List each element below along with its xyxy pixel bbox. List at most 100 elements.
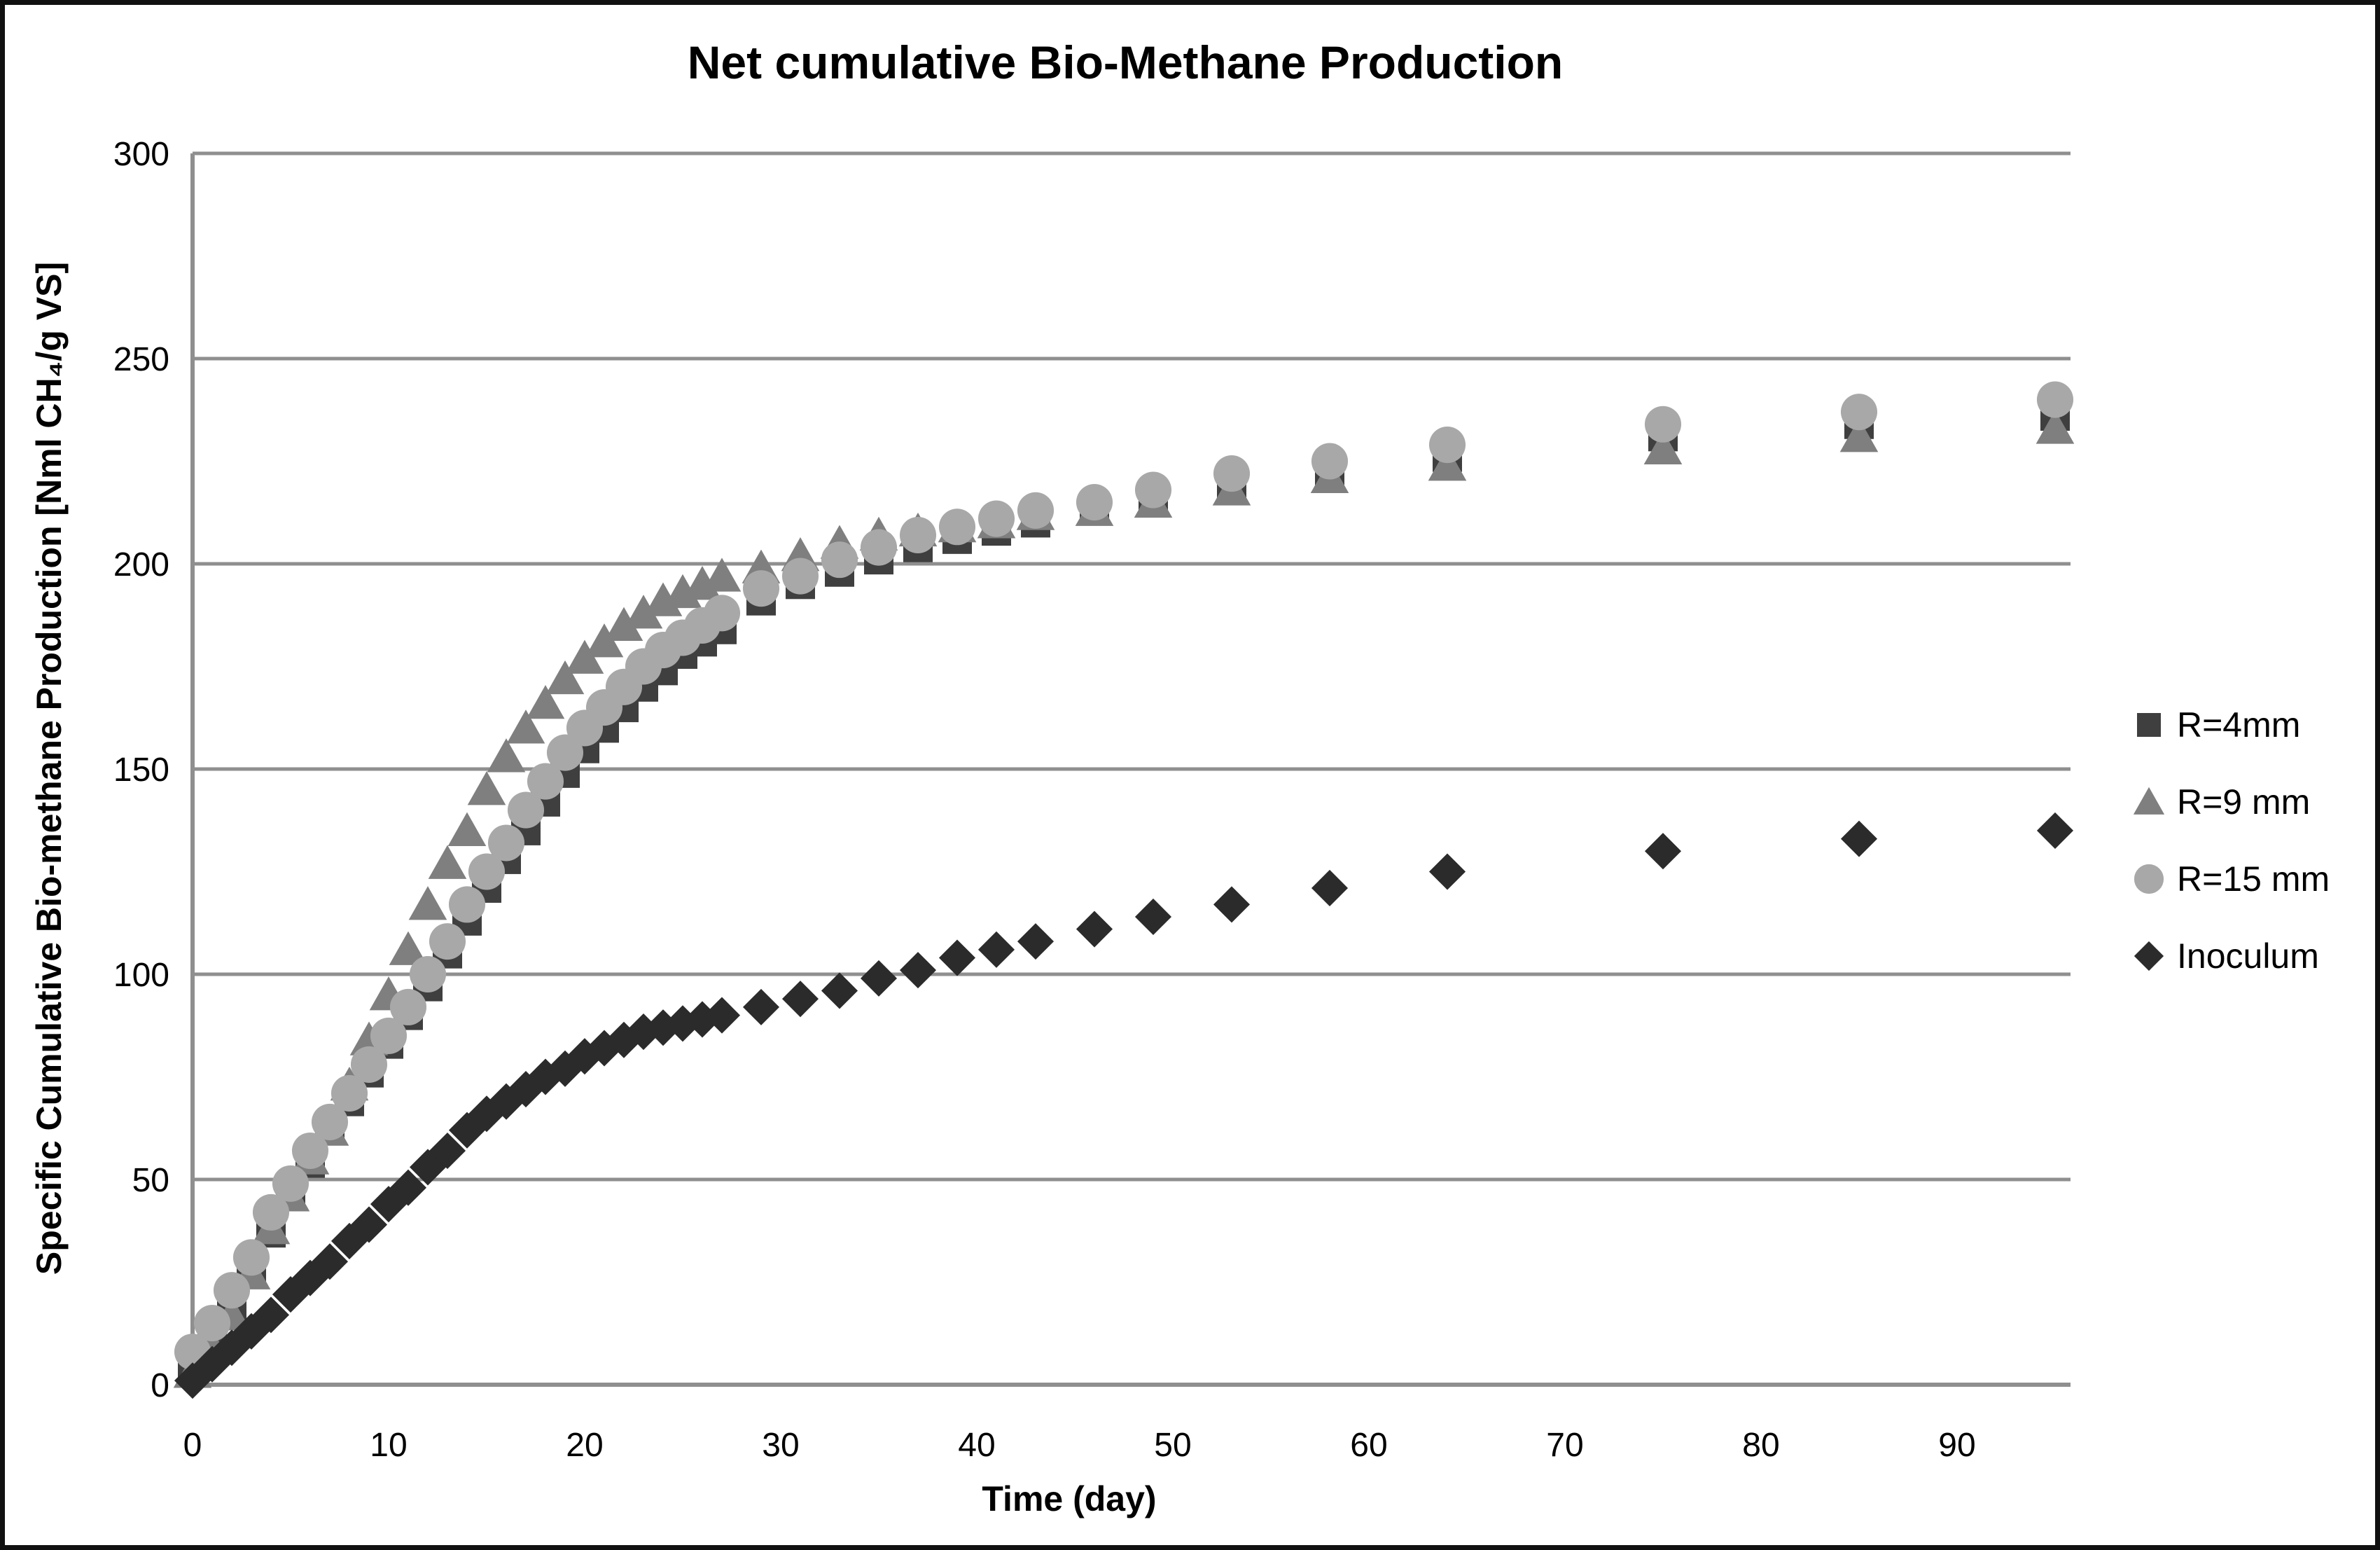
data-point-diamond [1213,886,1251,923]
data-point-diamond [468,1095,506,1133]
data-point-triangle [702,558,742,592]
data-point-diamond [389,1169,427,1206]
data-point-circle [546,734,584,771]
data-point-diamond [311,1243,349,1280]
data-point-triangle [604,607,643,641]
data-point-circle [860,529,898,566]
data-point-circle [977,500,1015,537]
data-point-circle [487,824,525,862]
data-point-triangle [447,812,487,846]
data-point-circle [781,558,819,595]
data-point-circle [429,923,466,960]
legend-label: R=4mm [2177,705,2300,745]
data-point-circle [899,516,937,554]
x-tick-label: 0 [183,1427,202,1464]
data-point-triangle [2035,410,2075,444]
x-tick-label: 30 [762,1427,799,1464]
legend-marker-triangle [2133,787,2165,815]
data-point-circle [703,595,741,632]
data-point-diamond [1311,869,1349,906]
data-point-circle [821,541,858,579]
data-point-diamond [1017,923,1055,960]
data-point-diamond [585,1030,623,1067]
y-tick-label: 150 [113,752,169,789]
data-point-circle [389,988,427,1025]
data-point-triangle [526,684,565,719]
data-point-circle [468,853,506,890]
series-circle [174,381,2074,1371]
legend-marker-square [2137,713,2161,737]
data-point-circle [330,1074,368,1112]
data-point-circle [252,1193,290,1231]
legend-label: R=9 mm [2177,782,2310,822]
data-point-diamond [605,1021,643,1058]
data-point-circle [232,1239,270,1276]
data-point-triangle [408,886,447,920]
data-point-diamond [860,960,898,997]
data-point-diamond [899,952,937,989]
data-point-diamond [252,1296,290,1334]
data-point-circle [409,955,447,993]
data-point-circle [213,1272,251,1309]
data-point-diamond [370,1186,408,1223]
data-point-diamond [703,997,741,1034]
data-point-circle [742,570,780,607]
x-tick-label: 10 [370,1427,407,1464]
data-point-diamond [781,981,819,1018]
data-point-circle [1644,406,1682,443]
data-point-circle [1076,484,1113,521]
legend: R=4mm R=9 mm R=15 mm Inoculum [2133,705,2330,976]
data-point-diamond [977,931,1015,968]
x-tick-label: 70 [1546,1427,1583,1464]
data-point-circle [1311,443,1349,480]
y-tick-label: 250 [113,341,169,378]
data-point-triangle [1643,430,1683,464]
data-point-circle [1428,427,1466,464]
data-point-triangle [624,595,663,629]
legend-marker-circle [2134,864,2164,894]
legend-label: R=15 mm [2177,859,2330,899]
data-points [173,381,2075,1399]
data-point-diamond [821,972,858,1009]
data-point-triangle [585,623,624,658]
data-point-diamond [938,939,976,976]
data-point-diamond [213,1329,251,1366]
data-point-diamond [1134,898,1172,935]
data-point-circle [311,1103,349,1140]
x-axis-title: Time (day) [982,1479,1156,1518]
y-axis-title: Specific Cumulative Bio-methane Producti… [29,262,69,1275]
data-point-circle [448,886,486,923]
chart-title: Net cumulative Bio-Methane Production [688,36,1563,88]
data-point-circle [527,763,564,800]
x-tick-label: 90 [1938,1427,1975,1464]
data-point-triangle [487,738,526,773]
data-point-diamond [448,1112,486,1149]
data-point-circle [370,1017,408,1054]
chart-canvas: 0 50 100 150 200 250 300 0 10 20 30 40 50 60 70 80 90 Ne… [29,36,2330,1518]
y-tick-label: 100 [113,957,169,994]
legend-marker-diamond [2134,941,2164,971]
data-point-diamond [487,1083,525,1120]
data-point-circle [193,1305,231,1342]
data-point-diamond [546,1050,584,1087]
data-point-circle [1017,492,1055,529]
data-point-circle [507,791,545,829]
x-tick-label: 60 [1350,1427,1387,1464]
y-tick-label: 0 [151,1367,169,1404]
data-point-circle [350,1046,388,1083]
data-point-diamond [644,1009,682,1046]
data-point-diamond [742,988,780,1025]
data-point-diamond [291,1259,329,1296]
data-point-triangle [565,639,604,674]
gridlines [193,151,2071,1387]
series-diamond [174,812,2074,1399]
data-point-circle [1213,455,1251,492]
data-point-diamond [429,1132,466,1170]
data-point-diamond [174,1362,211,1399]
x-tick-label: 80 [1742,1427,1779,1464]
data-point-diamond [625,1013,662,1051]
data-point-triangle [1839,418,1879,452]
x-tick-label: 50 [1154,1427,1191,1464]
data-point-triangle [389,931,428,965]
